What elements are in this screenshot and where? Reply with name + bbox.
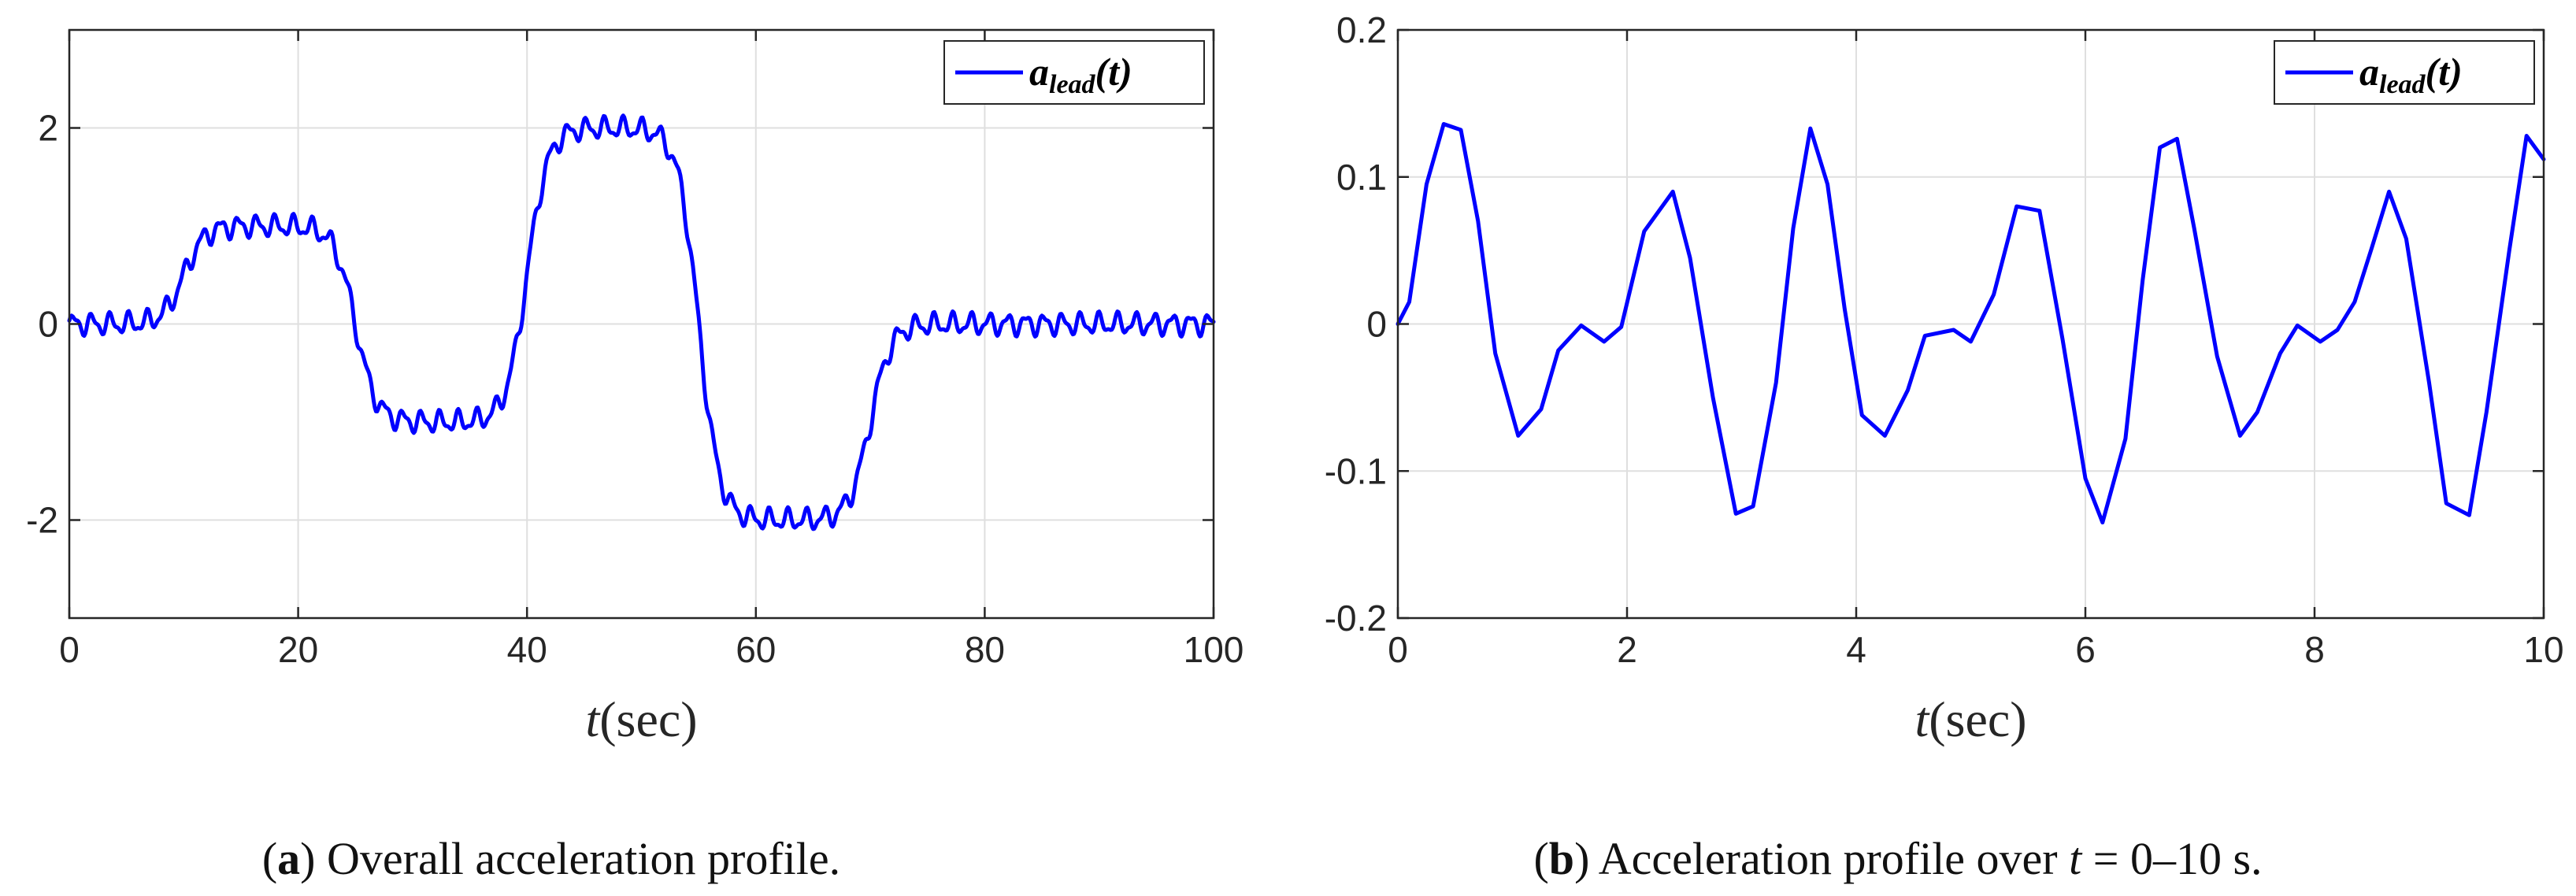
legend-label-sub: lead xyxy=(2379,70,2426,99)
legend-label-arg: (t) xyxy=(2426,50,2463,94)
y-tick-label: -2 xyxy=(26,500,58,541)
legend-label-main: a xyxy=(1029,50,1049,94)
x-tick-label: 40 xyxy=(507,629,547,670)
y-tick-label: 0 xyxy=(1366,304,1387,345)
chart-panel-a: 0 20 40 60 80 100 -2 0 2 t(sec) alead(t) xyxy=(26,28,1244,747)
x-axis-label: t(sec) xyxy=(1914,691,2026,747)
x-axis-label-unit: (sec) xyxy=(599,691,697,747)
x-tick-label: 0 xyxy=(59,629,80,670)
x-axis-label: t(sec) xyxy=(585,691,697,747)
y-tick-label: 2 xyxy=(38,108,58,149)
series-line-a-lead xyxy=(1395,122,2546,525)
legend-label-main: a xyxy=(2359,50,2379,94)
legend-label: alead(t) xyxy=(1029,50,1132,99)
x-tick-label: 4 xyxy=(1846,629,1866,670)
legend-label: alead(t) xyxy=(2359,50,2463,99)
y-tick-label: 0.1 xyxy=(1336,157,1387,198)
legend: alead(t) xyxy=(2274,40,2535,105)
x-tick-label: 60 xyxy=(736,629,776,670)
x-tick-label: 80 xyxy=(965,629,1005,670)
y-tick-label: 0 xyxy=(38,304,58,345)
y-tick-label: -0.2 xyxy=(1325,598,1387,639)
x-tick-label: 2 xyxy=(1617,629,1637,670)
chart-panel-b: 0 2 4 6 8 10 -0.2 -0.1 0 0.1 0.2 t(sec) alead(t) xyxy=(1325,9,2564,747)
caption-b: (b) Acceleration profile over t = 0–10 s… xyxy=(1533,833,2262,884)
x-tick-label: 10 xyxy=(2523,629,2563,670)
y-tick-label: -0.1 xyxy=(1325,450,1387,491)
x-tick-label: 8 xyxy=(2304,629,2325,670)
x-tick-label: 100 xyxy=(1184,629,1244,670)
caption-a: (a) Overall acceleration profile. xyxy=(262,833,840,884)
legend-label-arg: (t) xyxy=(1095,50,1132,94)
x-axis-label-unit: (sec) xyxy=(1929,691,2026,747)
y-tick-label: 0.2 xyxy=(1336,9,1387,50)
x-axis-label-var: t xyxy=(585,691,601,747)
x-tick-label: 20 xyxy=(278,629,318,670)
series-line-a-lead xyxy=(67,113,1216,531)
legend-label-sub: lead xyxy=(1049,70,1096,99)
legend: alead(t) xyxy=(943,40,1205,105)
x-tick-label: 6 xyxy=(2075,629,2096,670)
x-axis-label-var: t xyxy=(1914,691,1930,747)
x-tick-label: 0 xyxy=(1388,629,1408,670)
